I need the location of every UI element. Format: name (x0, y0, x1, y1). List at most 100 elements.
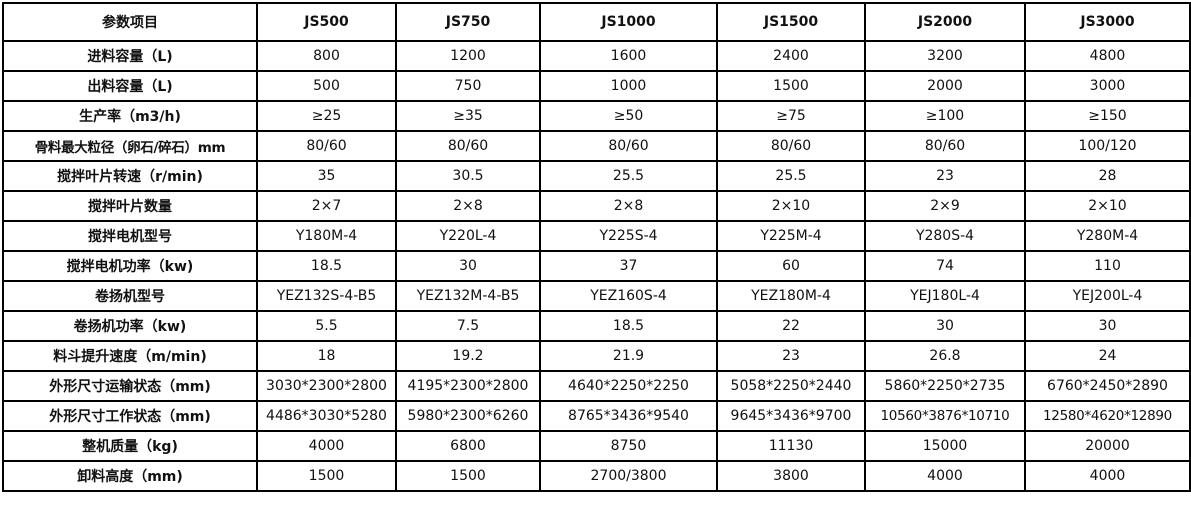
row-label: 卸料高度（mm) (2, 460, 258, 492)
table-cell: 2400 (716, 40, 866, 72)
table-row: 进料容量（L) 800 1200 1600 2400 3200 4800 (2, 40, 1191, 72)
row-label: 搅拌叶片转速（r/min) (2, 160, 258, 192)
table-row: 骨料最大粒径（卵石/碎石）mm 80/60 80/60 80/60 80/60 80/60… (2, 130, 1191, 162)
table-cell: 1500 (716, 70, 866, 102)
table-cell: Y180M-4 (256, 220, 397, 252)
table-cell: 7.5 (395, 310, 541, 342)
table-cell: 30 (864, 310, 1026, 342)
table-cell: 2×8 (395, 190, 541, 222)
table-cell: 80/60 (539, 130, 718, 162)
table-cell: 2×10 (716, 190, 866, 222)
table-cell: 3200 (864, 40, 1026, 72)
table-cell: 5.5 (256, 310, 397, 342)
table-cell: ≥50 (539, 100, 718, 132)
table-cell: 12580*4620*12890 (1024, 400, 1191, 432)
table-row: 生产率（m3/h) ≥25 ≥35 ≥50 ≥75 ≥100 ≥150 (2, 100, 1191, 132)
table-cell: 28 (1024, 160, 1191, 192)
table-cell: 18.5 (256, 250, 397, 282)
table-cell: 6760*2450*2890 (1024, 370, 1191, 402)
header-model: JS750 (395, 2, 541, 42)
table-cell: 21.9 (539, 340, 718, 372)
table-cell: YEZ160S-4 (539, 280, 718, 312)
table-cell: 500 (256, 70, 397, 102)
table-cell: Y220L-4 (395, 220, 541, 252)
table-cell: 74 (864, 250, 1026, 282)
spec-table: 参数项目 JS500 JS750 JS1000 JS1500 JS2000 JS3000 进… (2, 2, 1191, 492)
table-cell: YEZ132S-4-B5 (256, 280, 397, 312)
table-header-row: 参数项目 JS500 JS750 JS1000 JS1500 JS2000 JS3000 (2, 2, 1191, 42)
table-cell: 60 (716, 250, 866, 282)
row-label: 出料容量（L) (2, 70, 258, 102)
table-row: 搅拌电机型号 Y180M-4 Y220L-4 Y225S-4 Y225M-4 Y280S-… (2, 220, 1191, 252)
table-cell: 35 (256, 160, 397, 192)
header-parameter: 参数项目 (2, 2, 258, 42)
table-cell: 19.2 (395, 340, 541, 372)
table-cell: Y280S-4 (864, 220, 1026, 252)
table-cell: 18.5 (539, 310, 718, 342)
row-label: 搅拌电机功率（kw) (2, 250, 258, 282)
table-cell: 23 (716, 340, 866, 372)
table-cell: ≥150 (1024, 100, 1191, 132)
table-cell: 1000 (539, 70, 718, 102)
table-row: 外形尺寸工作状态（mm) 4486*3030*5280 5980*2300*6260… (2, 400, 1191, 432)
table-cell: ≥35 (395, 100, 541, 132)
table-row: 搅拌叶片转速（r/min) 35 30.5 25.5 25.5 23 28 (2, 160, 1191, 192)
row-label: 进料容量（L) (2, 40, 258, 72)
table-cell: 80/60 (716, 130, 866, 162)
table-row: 卸料高度（mm) 1500 1500 2700/3800 3800 4000 4000 (2, 460, 1191, 492)
table-cell: 11130 (716, 430, 866, 462)
table-row: 出料容量（L) 500 750 1000 1500 2000 3000 (2, 70, 1191, 102)
header-model: JS1000 (539, 2, 718, 42)
table-cell: 4486*3030*5280 (256, 400, 397, 432)
table-row: 卷扬机型号 YEZ132S-4-B5 YEZ132M-4-B5 YEZ160S-4 YE… (2, 280, 1191, 312)
table-cell: 5980*2300*6260 (395, 400, 541, 432)
row-label: 卷扬机功率（kw) (2, 310, 258, 342)
table-cell: 26.8 (864, 340, 1026, 372)
table-cell: 6800 (395, 430, 541, 462)
table-cell: 800 (256, 40, 397, 72)
row-label: 外形尺寸运输状态（mm) (2, 370, 258, 402)
table-cell: 4800 (1024, 40, 1191, 72)
table-cell: 2×9 (864, 190, 1026, 222)
table-cell: 1500 (256, 460, 397, 492)
table-cell: ≥75 (716, 100, 866, 132)
table-cell: 22 (716, 310, 866, 342)
table-cell: 2×10 (1024, 190, 1191, 222)
row-label: 外形尺寸工作状态（mm) (2, 400, 258, 432)
table-cell: 80/60 (864, 130, 1026, 162)
table-cell: ≥100 (864, 100, 1026, 132)
table-cell: 4000 (864, 460, 1026, 492)
table-cell: 9645*3436*9700 (716, 400, 866, 432)
table-cell: 100/120 (1024, 130, 1191, 162)
row-label: 卷扬机型号 (2, 280, 258, 312)
table-cell: 23 (864, 160, 1026, 192)
table-row: 外形尺寸运输状态（mm) 3030*2300*2800 4195*2300*2800… (2, 370, 1191, 402)
table-cell: 18 (256, 340, 397, 372)
table-cell: 80/60 (395, 130, 541, 162)
table-body: 进料容量（L) 800 1200 1600 2400 3200 4800 出料容量（L) 500… (2, 40, 1191, 492)
table-cell: 25.5 (539, 160, 718, 192)
table-row: 搅拌叶片数量 2×7 2×8 2×8 2×10 2×9 2×10 (2, 190, 1191, 222)
table-cell: 2×8 (539, 190, 718, 222)
table-cell: 1200 (395, 40, 541, 72)
table-row: 搅拌电机功率（kw) 18.5 30 37 60 74 110 (2, 250, 1191, 282)
table-cell: 4000 (1024, 460, 1191, 492)
table-cell: 30.5 (395, 160, 541, 192)
table-cell: 5058*2250*2440 (716, 370, 866, 402)
table-cell: YEJ200L-4 (1024, 280, 1191, 312)
table-cell: 80/60 (256, 130, 397, 162)
row-label: 料斗提升速度（m/min) (2, 340, 258, 372)
header-model: JS2000 (864, 2, 1026, 42)
table-cell: 24 (1024, 340, 1191, 372)
table-cell: 37 (539, 250, 718, 282)
header-model: JS3000 (1024, 2, 1191, 42)
header-model: JS1500 (716, 2, 866, 42)
table-cell: 1600 (539, 40, 718, 72)
table-cell: 30 (395, 250, 541, 282)
table-cell: 2700/3800 (539, 460, 718, 492)
table-cell: 10560*3876*10710 (864, 400, 1026, 432)
row-label: 整机质量（kg) (2, 430, 258, 462)
row-label: 生产率（m3/h) (2, 100, 258, 132)
row-label: 搅拌叶片数量 (2, 190, 258, 222)
table-row: 卷扬机功率（kw) 5.5 7.5 18.5 22 30 30 (2, 310, 1191, 342)
